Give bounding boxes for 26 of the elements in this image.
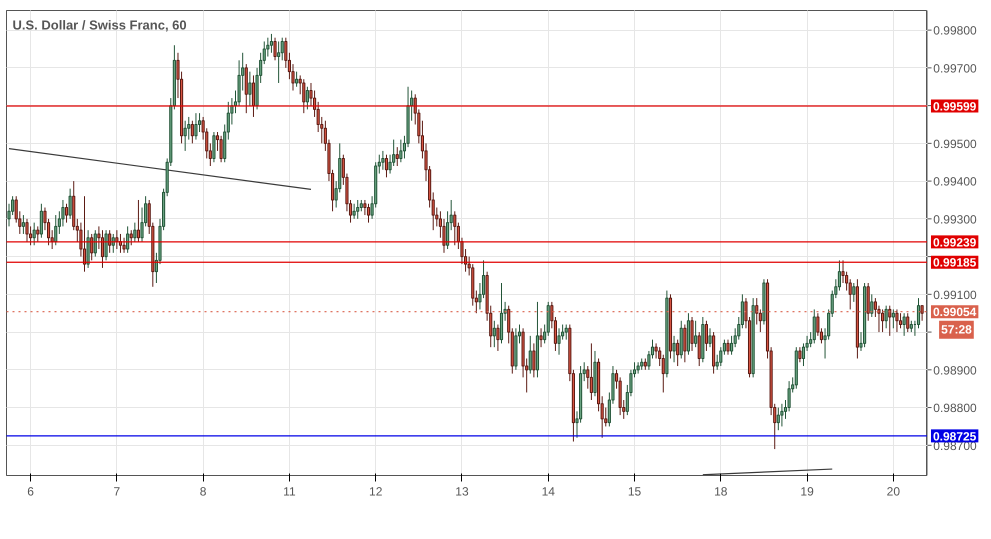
x-tick-label: 15 (628, 484, 642, 498)
y-tick-label: 0.98900 (933, 363, 978, 378)
x-tick-label: 14 (542, 484, 556, 498)
ref-line-label: 0.99185 (932, 256, 977, 270)
y-tick-label: 0.99500 (933, 136, 978, 151)
y-tick-label: 0.98800 (933, 401, 978, 416)
x-tick-label: 12 (369, 484, 383, 498)
ref-line-label: 0.99599 (932, 99, 977, 114)
x-tick-label: 18 (714, 484, 728, 498)
y-tick-label: 0.99800 (933, 24, 978, 38)
y-tick-label: 0.99300 (933, 212, 978, 226)
text: U.S. Dollar / Swiss Franc, 60 (12, 18, 187, 32)
ref-line-label: 0.99054 (932, 305, 977, 320)
y-tick-label: 0.99100 (933, 288, 978, 302)
x-tick-label: 6 (27, 484, 34, 498)
x-tick-label: 19 (800, 484, 814, 498)
x-tick-label: 13 (455, 484, 469, 498)
ref-line-label: 0.98725 (932, 429, 977, 444)
y-tick-label: 0.99700 (933, 61, 978, 76)
x-tick-label: 20 (886, 484, 900, 498)
x-tick-label: 8 (200, 484, 207, 498)
x-tick-label: 7 (114, 484, 121, 498)
y-tick-label: 0.99400 (933, 174, 978, 189)
text: 57:28 (941, 322, 972, 337)
ref-line-label: 0.99239 (932, 235, 977, 250)
x-tick-label: 11 (283, 484, 296, 498)
